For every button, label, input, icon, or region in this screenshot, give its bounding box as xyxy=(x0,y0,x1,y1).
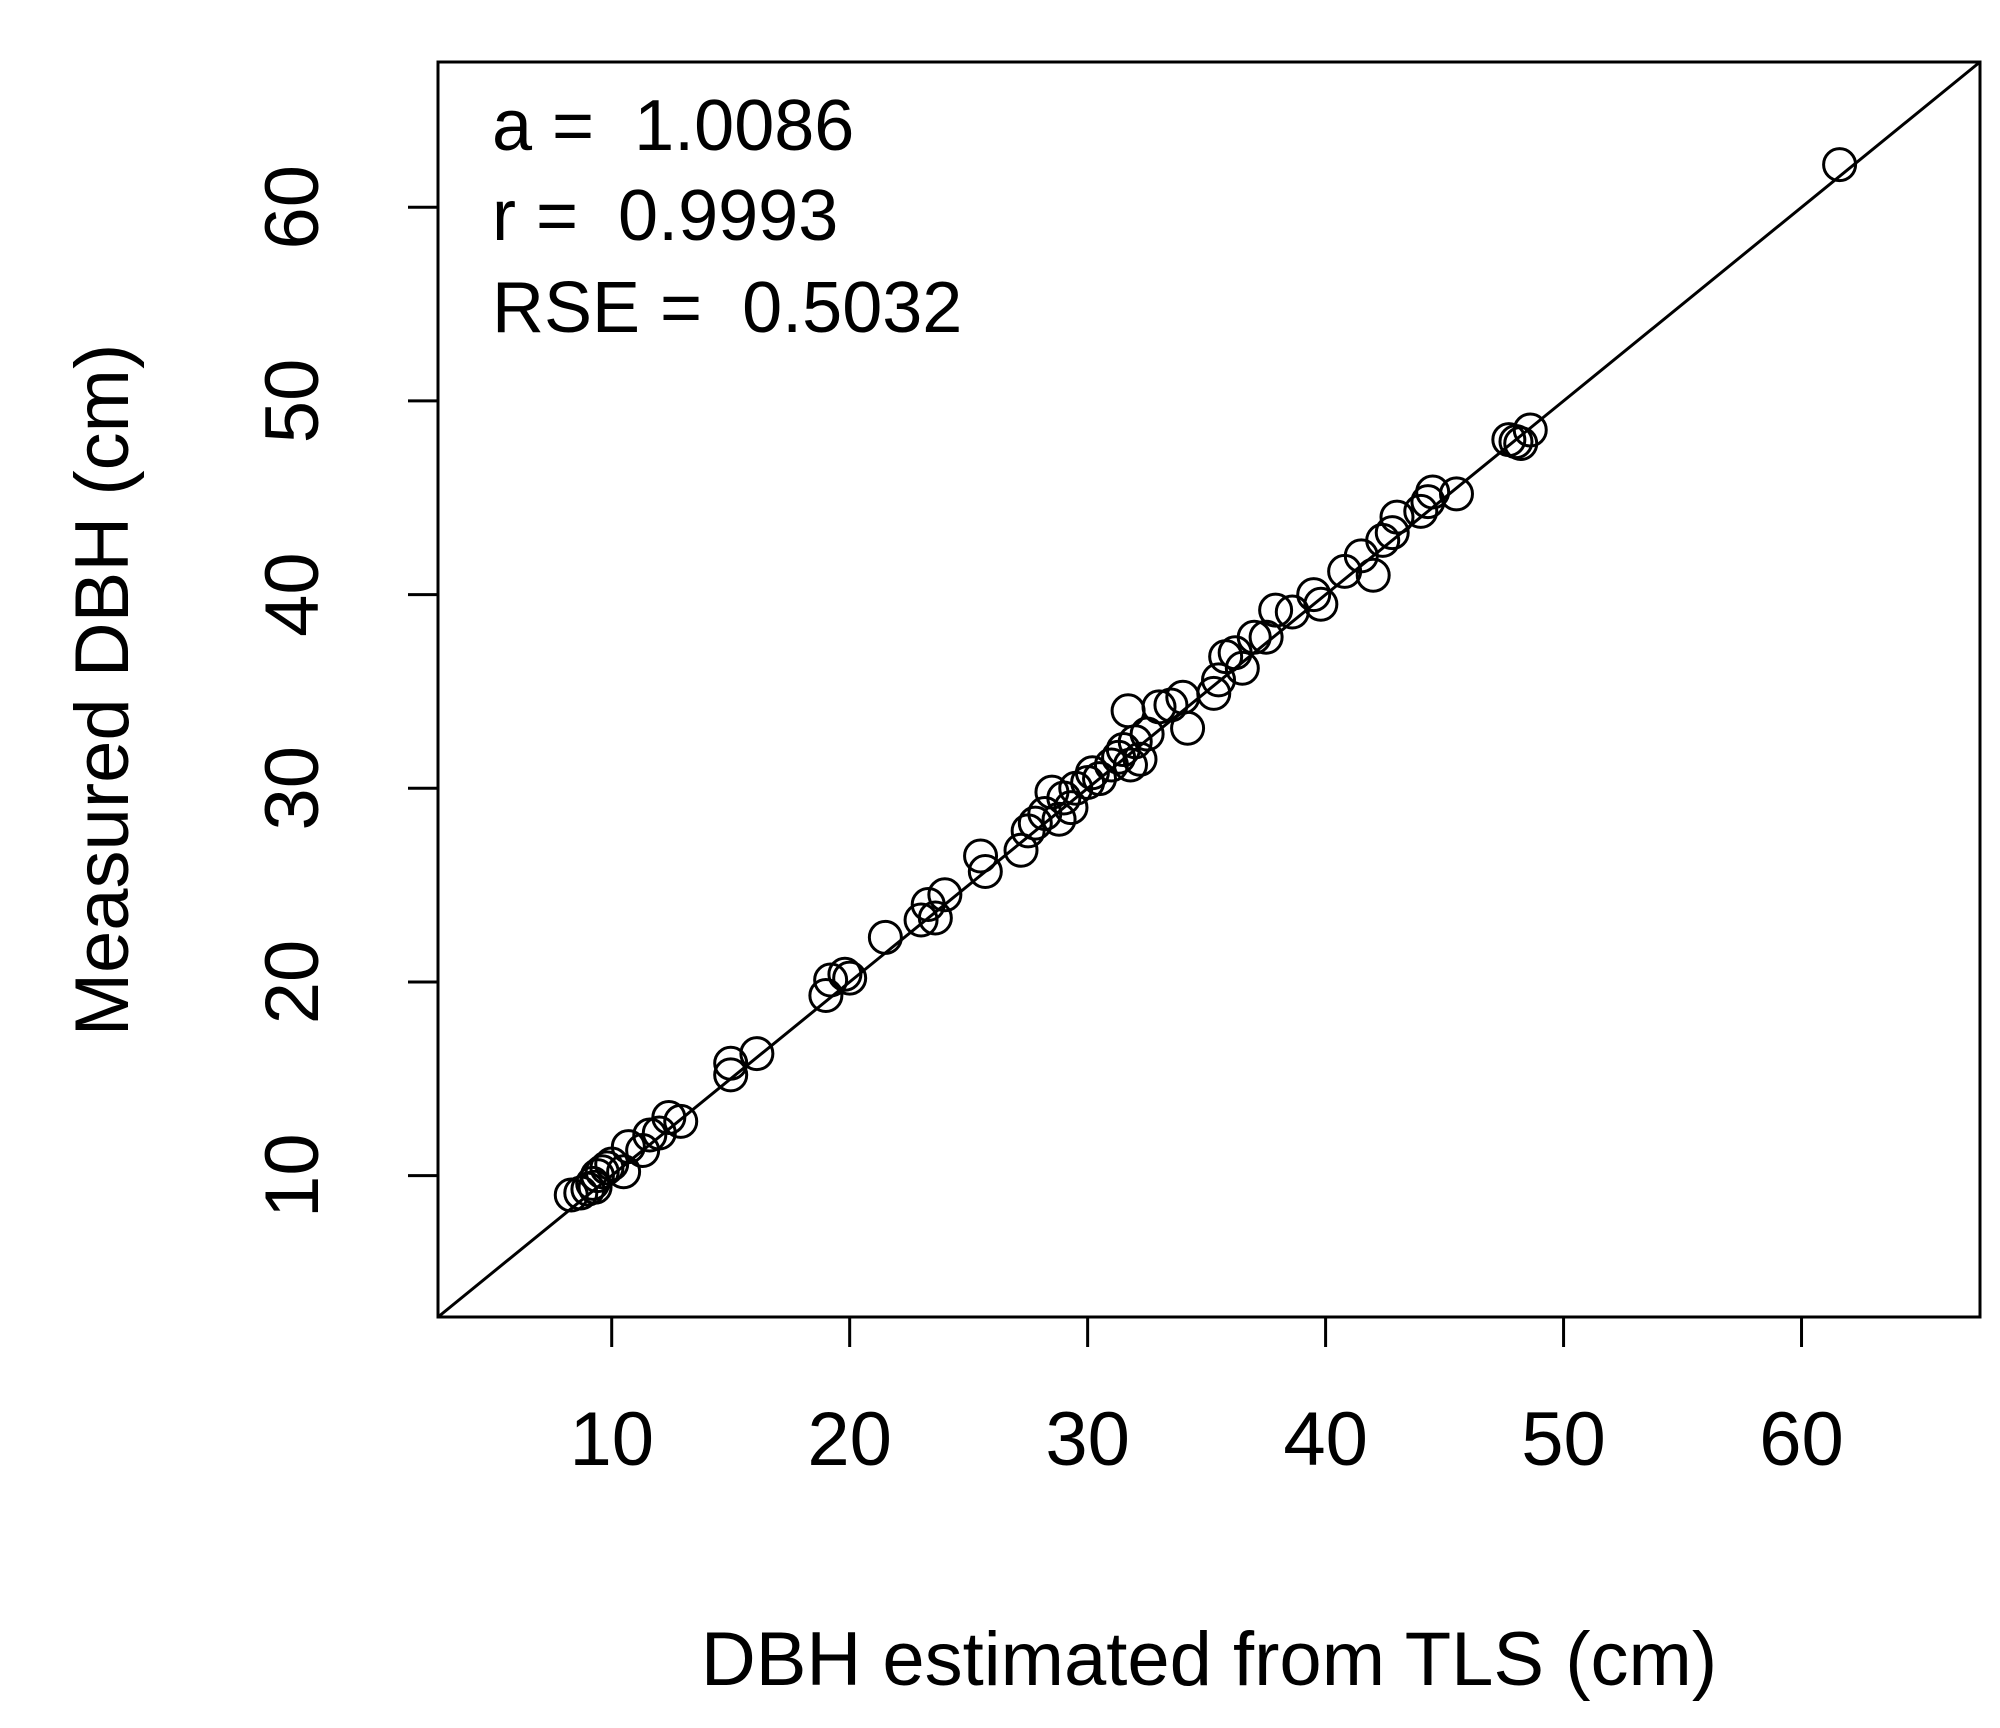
x-axis-label: DBH estimated from TLS (cm) xyxy=(701,1617,1717,1702)
y-tick-label: 30 xyxy=(250,746,335,831)
data-point xyxy=(1822,147,1858,183)
data-point xyxy=(1379,499,1415,535)
data-point xyxy=(1236,619,1272,655)
data-point xyxy=(832,960,868,996)
y-axis: 10 20 30 40 50 60 xyxy=(250,165,438,1218)
data-point xyxy=(606,1154,642,1190)
y-tick-label: 60 xyxy=(250,165,335,250)
data-point xyxy=(1010,813,1046,849)
data-point xyxy=(1415,474,1451,510)
data-point xyxy=(903,902,939,938)
data-point xyxy=(1258,592,1294,628)
x-tick-label: 10 xyxy=(569,1397,654,1482)
data-point xyxy=(1196,675,1232,711)
data-point xyxy=(808,978,844,1014)
data-point xyxy=(1122,741,1158,777)
data-point xyxy=(1224,650,1260,686)
x-axis: 10 20 30 40 50 60 xyxy=(569,1317,1844,1482)
y-axis-label: Measured DBH (cm) xyxy=(60,344,145,1037)
data-point xyxy=(577,1169,613,1205)
data-point xyxy=(713,1045,749,1081)
data-point xyxy=(1053,790,1089,826)
data-point xyxy=(927,877,963,913)
y-tick-label: 50 xyxy=(250,359,335,444)
data-point xyxy=(1117,724,1153,760)
data-point xyxy=(589,1150,625,1186)
data-point xyxy=(584,1154,620,1190)
data-point xyxy=(1355,557,1391,593)
y-tick-label: 20 xyxy=(250,940,335,1025)
data-point xyxy=(1017,805,1053,841)
data-point xyxy=(1003,832,1039,868)
y-tick-label: 40 xyxy=(250,552,335,637)
data-point xyxy=(1512,412,1548,448)
plot-frame xyxy=(436,60,1982,1319)
data-point xyxy=(967,854,1003,890)
data-point xyxy=(1074,755,1110,791)
data-points xyxy=(553,147,1858,1213)
data-point xyxy=(963,838,999,874)
data-point xyxy=(610,1129,646,1165)
data-point xyxy=(1041,801,1077,837)
identity-line xyxy=(438,62,1980,1317)
data-point xyxy=(1141,689,1177,725)
fit-statistics: a = 1.0086 r = 0.9993 RSE = 0.5032 xyxy=(492,86,962,348)
data-point xyxy=(1374,515,1410,551)
data-point xyxy=(1112,747,1148,783)
y-tick-label: 10 xyxy=(250,1133,335,1218)
data-point xyxy=(1153,687,1189,723)
x-tick-label: 30 xyxy=(1045,1397,1130,1482)
data-point xyxy=(813,962,849,998)
data-point xyxy=(1438,476,1474,512)
x-tick-label: 50 xyxy=(1521,1397,1606,1482)
data-point xyxy=(1303,586,1339,622)
data-point xyxy=(917,900,953,936)
annotation-rse: RSE = 0.5032 xyxy=(492,268,962,348)
data-point xyxy=(867,919,903,955)
annotation-a: a = 1.0086 xyxy=(492,86,854,166)
x-tick-label: 60 xyxy=(1759,1397,1844,1482)
x-tick-label: 20 xyxy=(807,1397,892,1482)
data-point xyxy=(663,1103,699,1139)
data-point xyxy=(739,1036,775,1072)
data-point xyxy=(1296,577,1332,613)
data-point xyxy=(1110,693,1146,729)
data-point xyxy=(1170,710,1206,746)
data-point xyxy=(1201,662,1237,698)
x-tick-label: 40 xyxy=(1283,1397,1368,1482)
data-point xyxy=(1082,761,1118,797)
data-point xyxy=(1403,493,1439,529)
annotation-r: r = 0.9993 xyxy=(492,176,838,256)
data-point xyxy=(827,956,863,992)
data-point xyxy=(713,1057,749,1093)
